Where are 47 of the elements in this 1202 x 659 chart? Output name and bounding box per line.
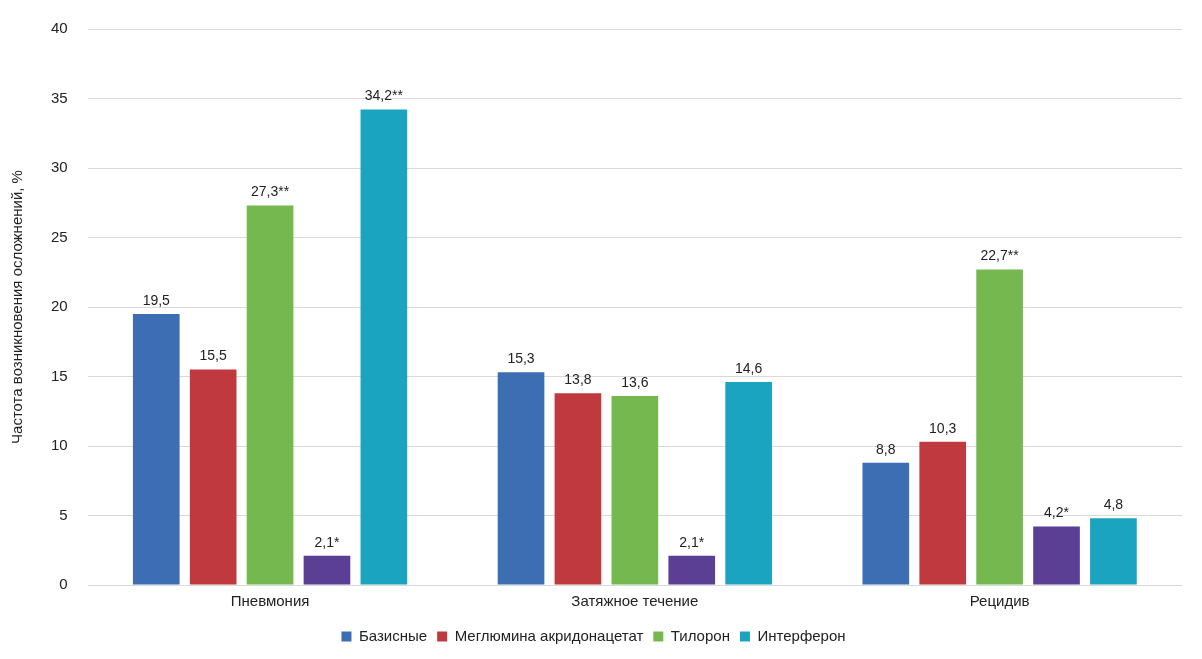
data-label: 4,2* bbox=[1044, 504, 1070, 521]
bar bbox=[919, 441, 967, 585]
data-label: 15,5 bbox=[199, 347, 227, 364]
data-label: 13,6 bbox=[621, 373, 649, 390]
data-label: 4,8 bbox=[1103, 496, 1124, 513]
y-axis-title: Частота возникновения осложнений, % bbox=[8, 170, 26, 444]
y-tick-label: 0 bbox=[59, 575, 68, 593]
bar bbox=[303, 555, 351, 585]
x-tick-label: Пневмония bbox=[230, 592, 310, 610]
data-label: 2,1* bbox=[314, 533, 340, 550]
bar bbox=[862, 462, 910, 585]
legend-label: Тилорон bbox=[670, 626, 730, 644]
bar bbox=[1090, 518, 1137, 585]
y-tick-label: 20 bbox=[51, 297, 68, 315]
data-label: 10,3 bbox=[929, 419, 957, 436]
bar bbox=[668, 555, 716, 585]
data-label: 14,6 bbox=[735, 359, 763, 376]
data-label: 8,8 bbox=[876, 440, 896, 457]
bar bbox=[132, 313, 180, 585]
x-tick-label: Рецидив bbox=[969, 592, 1030, 610]
data-label: 2,1* bbox=[679, 533, 705, 550]
legend-label: Базисные bbox=[358, 626, 428, 644]
data-label: 15,3 bbox=[507, 350, 535, 367]
bar bbox=[725, 382, 772, 585]
y-tick-label: 35 bbox=[51, 88, 68, 106]
data-label: 34,2** bbox=[364, 87, 404, 104]
y-tick-label: 15 bbox=[51, 366, 68, 384]
bar bbox=[360, 109, 408, 585]
bar bbox=[497, 372, 545, 585]
bar bbox=[611, 395, 659, 585]
bar bbox=[189, 369, 237, 585]
bar bbox=[976, 269, 1023, 585]
y-tick-label: 30 bbox=[51, 158, 68, 176]
data-label: 22,7** bbox=[980, 247, 1020, 264]
legend-label: Интерферон bbox=[757, 626, 846, 644]
bar bbox=[246, 205, 294, 585]
data-label: 19,5 bbox=[142, 291, 171, 308]
data-label: 27,3** bbox=[250, 183, 290, 200]
legend-label: Меглюмина акридонацетат bbox=[454, 626, 644, 644]
bar bbox=[554, 393, 602, 585]
y-tick-label: 10 bbox=[51, 436, 68, 454]
bar bbox=[1033, 526, 1080, 585]
y-tick-label: 25 bbox=[51, 227, 68, 245]
y-tick-label: 40 bbox=[51, 19, 68, 37]
y-tick-label: 5 bbox=[59, 505, 68, 523]
x-tick-label: Затяжное течение bbox=[571, 592, 699, 610]
data-label: 13,8 bbox=[564, 371, 592, 388]
